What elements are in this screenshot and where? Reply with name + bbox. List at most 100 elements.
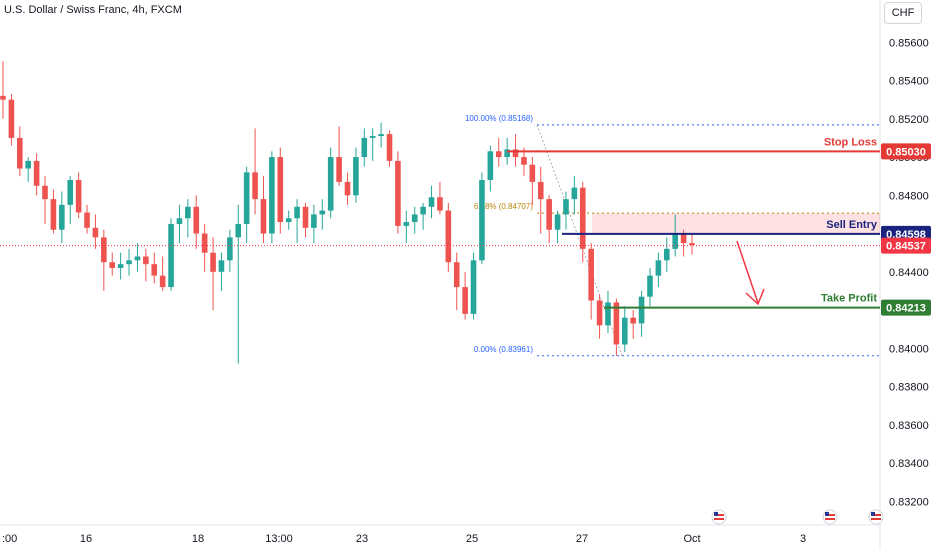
candle-body [462, 287, 468, 314]
candle-body [101, 237, 107, 263]
candle-body [386, 134, 393, 161]
candle-body [588, 248, 594, 301]
y-tick-label: 0.83600 [889, 420, 929, 432]
candle-body [0, 95, 6, 100]
x-tick-label: 13:00 [265, 533, 293, 545]
candle-body [25, 160, 32, 169]
candle-body [655, 260, 662, 276]
candle-body [319, 210, 326, 215]
y-tick-label: 0.83800 [889, 382, 929, 394]
y-tick-label: 0.85400 [889, 76, 929, 88]
flag-stripe [871, 518, 881, 520]
candle-body [8, 99, 15, 138]
candle-body [201, 233, 208, 253]
candle-body [420, 206, 426, 215]
candle-body [521, 157, 527, 165]
candle-body [579, 187, 586, 249]
candle-body [42, 185, 48, 200]
sell-zone [592, 213, 880, 234]
y-tick-label: 0.83400 [889, 458, 929, 470]
flag-stripe [825, 514, 835, 516]
y-tick-label: 0.85200 [889, 114, 929, 126]
candle-body [151, 264, 158, 276]
candle-body [470, 260, 477, 314]
level-label: Stop Loss [824, 136, 877, 148]
x-tick-label: 25 [466, 533, 478, 545]
x-tick-label: 3 [800, 533, 806, 545]
candle-body [361, 137, 368, 158]
candle-body [243, 172, 250, 224]
candle-body [621, 317, 628, 345]
price-badge-text: 0.85030 [886, 146, 926, 158]
candle-body [277, 157, 284, 223]
candle-body [537, 181, 544, 200]
candle-body [67, 180, 74, 205]
flag-canton [714, 512, 718, 516]
candle-body [563, 199, 569, 215]
candle-body [529, 164, 536, 182]
candle-body [84, 212, 90, 228]
candle-body [437, 197, 443, 211]
flag-canton [871, 512, 875, 516]
flag-stripe [714, 518, 724, 520]
candle-body [336, 157, 342, 182]
candle-body [672, 233, 678, 249]
candle-body [403, 222, 410, 226]
flag-canton [825, 512, 829, 516]
candle-body [193, 206, 200, 234]
candle-body [630, 317, 636, 324]
price-badge [881, 299, 931, 316]
candle-body [33, 160, 40, 186]
candle-body [353, 157, 359, 196]
candle-body [369, 136, 376, 138]
level-label: Take Profit [821, 293, 877, 305]
candle-body [378, 134, 384, 137]
candle-body [17, 137, 23, 169]
price-badge-text: 0.84213 [886, 303, 926, 315]
candle-body [512, 149, 519, 158]
candle-body [680, 233, 687, 244]
candle-body [647, 275, 653, 297]
current-price-badge-text: 0.84537 [886, 241, 926, 253]
fib-label: 100.00% (0.85168) [465, 114, 533, 123]
candle-body [168, 223, 174, 288]
y-tick-label: 0.83200 [889, 496, 929, 508]
x-tick-label: 27 [576, 533, 588, 545]
x-tick-label: 23 [356, 533, 368, 545]
candle-body [59, 204, 65, 230]
candle-body [285, 218, 292, 223]
candle-body [252, 172, 258, 200]
fib-label: 61.8% (0.84707) [474, 202, 533, 211]
candle-body [134, 256, 141, 261]
currency-selector[interactable]: CHF [884, 2, 922, 24]
current-price-badge [881, 237, 931, 254]
y-tick-label: 0.84400 [889, 267, 929, 279]
x-tick-label: :00 [2, 533, 17, 545]
candle-body [159, 275, 166, 288]
flag-stripe [825, 518, 835, 520]
x-tick-label: 16 [80, 533, 92, 545]
candle-body [504, 149, 510, 158]
candle-body [327, 157, 334, 211]
candle-body [260, 199, 267, 234]
candle-body [126, 260, 132, 265]
candle-body [638, 296, 645, 324]
candle-body [487, 151, 494, 180]
candle-body [117, 264, 124, 268]
candle-body [596, 300, 603, 326]
fib-label: 0.00% (0.83961) [474, 345, 533, 354]
x-tick-label: Oct [683, 533, 700, 545]
projection-arrow-line [736, 240, 759, 304]
level-label: Sell Entry [826, 219, 878, 231]
candle-body [428, 197, 435, 207]
candle-body [109, 262, 116, 268]
y-tick-label: 0.84800 [889, 190, 929, 202]
candle-body [613, 302, 620, 345]
x-tick-label: 18 [192, 533, 204, 545]
chart-title: U.S. Dollar / Swiss Franc, 4h, FXCM [4, 4, 182, 16]
candle-body [605, 302, 611, 326]
candle-body [235, 223, 242, 238]
candle-body [689, 243, 695, 246]
candle-body [92, 227, 99, 238]
